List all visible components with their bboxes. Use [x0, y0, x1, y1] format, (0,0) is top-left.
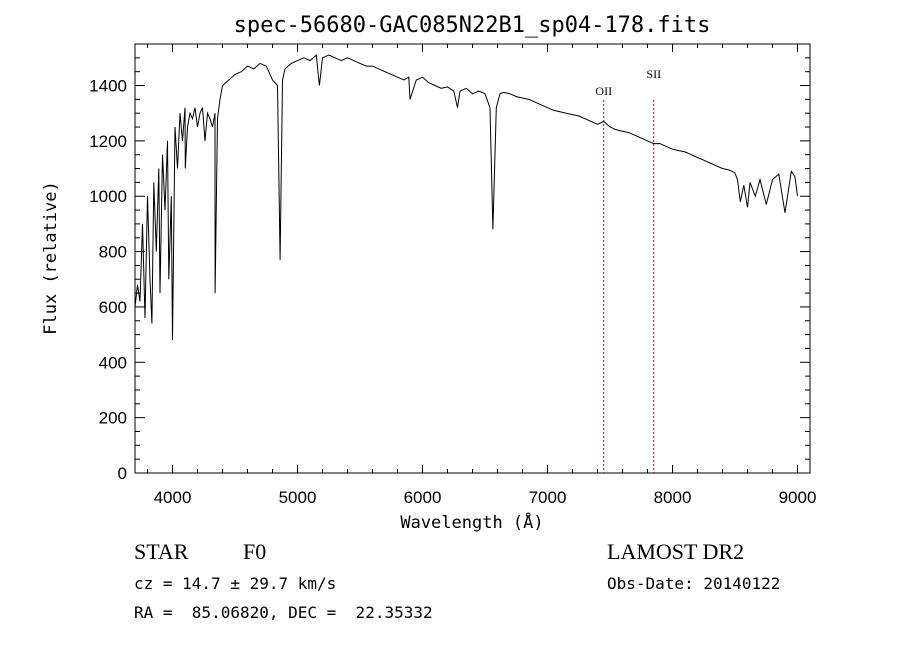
y-tick-label: 800	[99, 243, 127, 262]
y-tick-label: 400	[99, 353, 127, 372]
redshift-value: cz = 14.7 ± 29.7 km/s	[134, 574, 337, 593]
line-marker-label: SII	[646, 67, 661, 81]
x-tick-label: 9000	[779, 488, 817, 507]
survey-name: LAMOST DR2	[607, 539, 745, 564]
plot-frame	[134, 43, 811, 474]
x-tick-label: 5000	[279, 488, 317, 507]
y-tick-label: 1200	[89, 132, 127, 151]
line-marker-label: OII	[595, 84, 612, 98]
emission-line-markers: OII SII	[595, 67, 661, 473]
y-tick-label: 0	[118, 464, 127, 483]
x-tick-label: 8000	[654, 488, 692, 507]
y-tick-label: 200	[99, 409, 127, 428]
x-tick-label: 4000	[154, 488, 192, 507]
coordinates: RA = 85.06820, DEC = 22.35332	[134, 603, 433, 622]
spectrum-series	[134, 54, 798, 341]
observation-date: Obs-Date: 20140122	[607, 574, 781, 593]
x-axis-label: Wavelength (Å)	[400, 511, 543, 533]
y-tick-label: 600	[99, 298, 127, 317]
object-class: STAR	[134, 539, 189, 564]
y-axis-ticks: 0 200 400 600 800 1000 1200 1400	[89, 57, 810, 483]
y-tick-label: 1000	[89, 187, 127, 206]
y-axis-label: Flux (relative)	[41, 181, 61, 335]
chart-title: spec-56680-GAC085N22B1_sp04-178.fits	[234, 13, 711, 38]
spectrum-line	[134, 54, 798, 341]
x-tick-label: 6000	[404, 488, 442, 507]
object-subclass: F0	[243, 539, 267, 564]
x-tick-label: 7000	[529, 488, 567, 507]
y-tick-label: 1400	[89, 77, 127, 96]
x-axis-ticks: 4000 5000 6000 7000 8000 9000	[147, 44, 817, 507]
